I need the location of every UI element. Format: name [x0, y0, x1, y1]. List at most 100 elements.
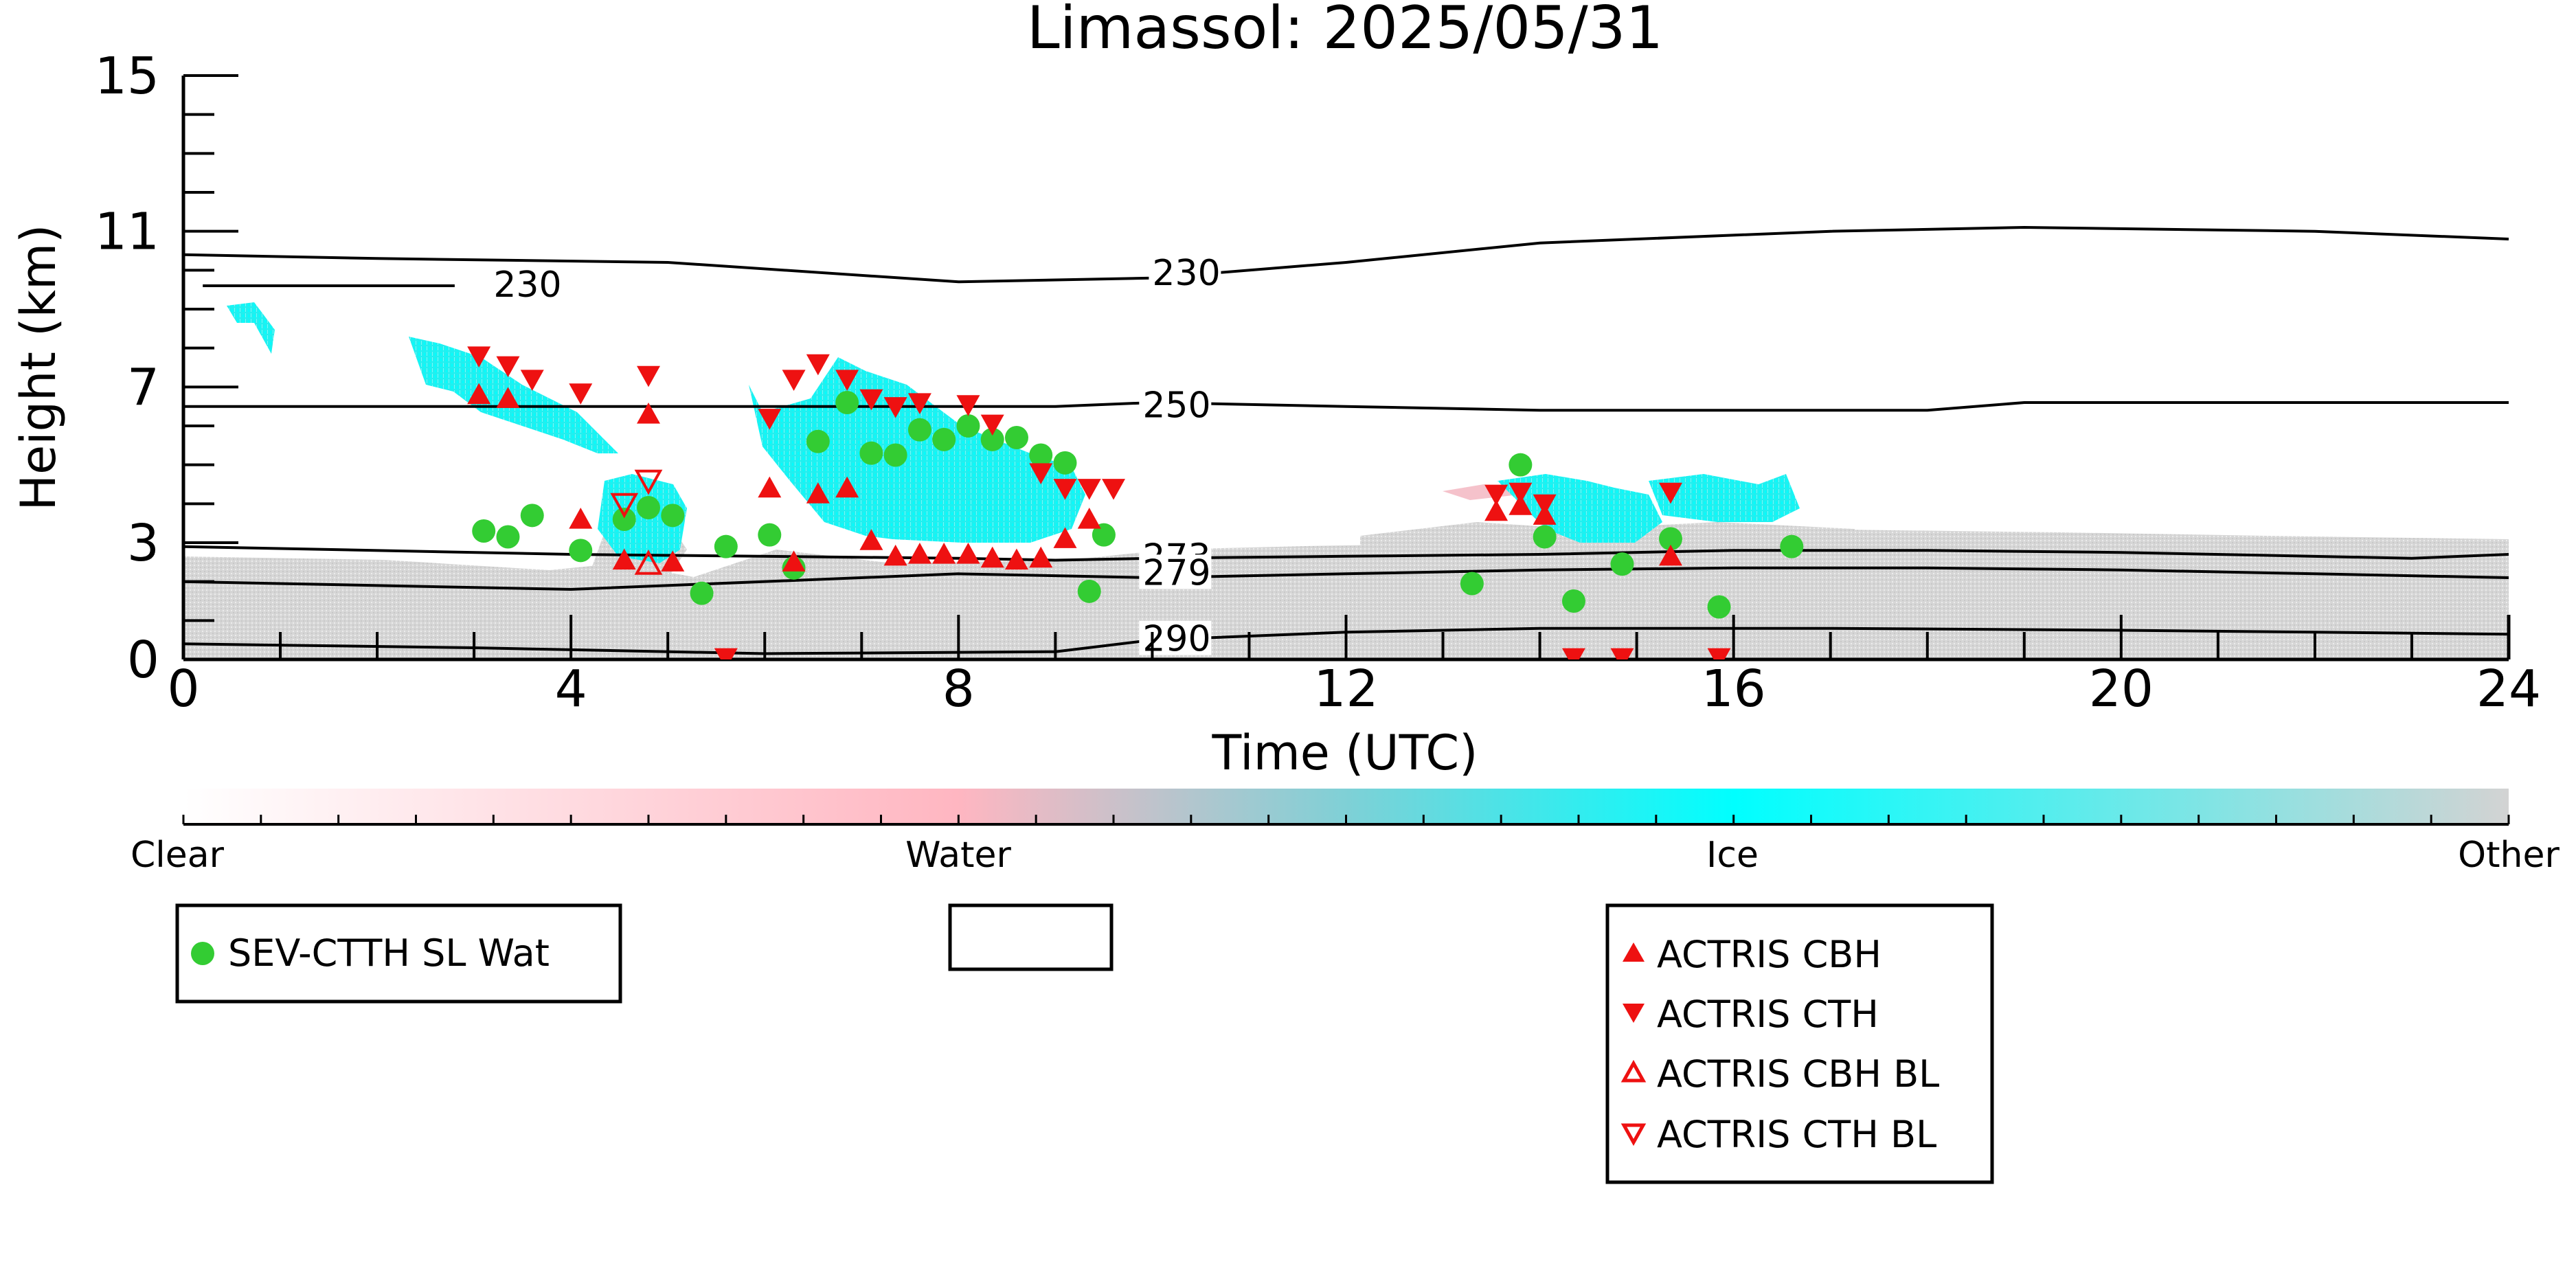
data-markers [467, 346, 1804, 659]
sev-ctth-point [1092, 523, 1116, 547]
x-tick-label: 0 [167, 659, 199, 719]
actris-cbh-point [1077, 508, 1101, 529]
contour-line [183, 566, 2509, 591]
colorbar-label-water: Water [905, 835, 1011, 876]
ice-cloud-a [409, 337, 618, 453]
sev-ctth-point [1780, 534, 1804, 558]
legend-actris-box [1605, 903, 1994, 1184]
contour-label-bg [1139, 387, 1212, 422]
actris-cth-point [956, 395, 980, 416]
sev-ctth-point [569, 539, 593, 563]
colorbar-ticks [182, 815, 2510, 824]
legend-empty-box [948, 903, 1114, 971]
contour-label: 290 [1142, 619, 1210, 660]
legend-satellite-box [175, 903, 622, 1004]
actris-cbh-point [883, 544, 907, 566]
actris-cbh-point [569, 508, 593, 529]
actris-cbh-point [467, 383, 491, 405]
legend-actris-cth-label: ACTRIS CTH [1657, 993, 1879, 1036]
actris-cbh-point [1484, 499, 1509, 521]
y-tick-label: 3 [127, 514, 159, 573]
chart-title: Limassol: 2025/05/31 [1027, 0, 1663, 63]
actris-cbh-point [1053, 527, 1077, 548]
x-tick-label: 16 [1702, 659, 1766, 719]
contour-label: 230 [493, 264, 561, 306]
colorbar-label-ice: Ice [1706, 835, 1759, 876]
actris-cbh-point [496, 387, 520, 408]
actris-cth-point [859, 389, 883, 411]
contour-label: 279 [1142, 552, 1210, 594]
actris-cth-point [1029, 463, 1053, 484]
sev-ctth-point [612, 508, 636, 531]
actris-cbh-point [1509, 494, 1533, 515]
sev-ctth-point [1460, 572, 1484, 596]
y-tick-label: 11 [95, 203, 159, 262]
legend-actris-cth-bl-marker [1620, 1123, 1647, 1146]
sev-ctth-point [496, 525, 520, 549]
actris-cth-point [1509, 482, 1533, 504]
sev-ctth-point [661, 504, 685, 528]
actris-cbh-point [1029, 546, 1053, 568]
ice-cloud-b [598, 474, 687, 563]
x-tick-label: 24 [2476, 659, 2541, 719]
contour-label-bg [1139, 554, 1212, 589]
sev-ctth-point [714, 534, 738, 558]
y-axis-ticks: 0 3 7 11 15 [95, 47, 238, 690]
actris-cth-point [782, 370, 806, 391]
sev-ctth-point [1610, 552, 1634, 576]
legend-actris-cbh-marker [1623, 942, 1645, 962]
sev-ctth-point [1658, 527, 1682, 551]
actris-cth-point [1077, 479, 1101, 500]
contour-label-bg [490, 267, 563, 301]
sev-ctth-point [1509, 453, 1533, 477]
sev-ctth-point [637, 496, 660, 519]
legend-actris-cth-marker [1623, 1004, 1645, 1023]
actris-cbh-point [907, 543, 931, 564]
cloud-phase-field [183, 302, 2509, 659]
actris-cbh-point [1658, 544, 1682, 566]
actris-cbh-point [859, 529, 883, 550]
sev-ctth-point [1004, 426, 1028, 449]
actris-cbh-point [612, 548, 636, 570]
contour-label: 230 [1152, 253, 1220, 294]
contour-label-bg [1149, 255, 1221, 289]
water-phase-patch [1443, 484, 1532, 500]
legend-actris-cbh-bl-marker [1620, 1059, 1647, 1083]
legend-satellite: SEV-CTTH SL Wat [175, 903, 622, 1004]
actris-cth-point [883, 397, 907, 418]
y-tick-label: 15 [95, 47, 159, 106]
x-axis-ticks: 0 4 8 12 16 20 24 [167, 615, 2541, 719]
sev-ctth-point [1707, 595, 1731, 619]
actris-cth-point [1658, 482, 1682, 504]
actris-cth-point [496, 356, 520, 378]
actris-cth-bl-point [634, 469, 663, 495]
sev-ctth-point [956, 414, 980, 438]
ice-cloud-e [1649, 474, 1800, 522]
legend-actris-cbh-label: ACTRIS CBH [1657, 933, 1882, 976]
contour-line [183, 400, 2509, 412]
contour-line [183, 225, 2509, 284]
actris-cth-point [1610, 648, 1634, 659]
actris-cth-point [1707, 648, 1731, 659]
actris-cth-point [714, 648, 738, 659]
y-axis-label: Height (km) [10, 225, 67, 511]
sev-ctth-point [1561, 589, 1585, 613]
ice-cloud-early [227, 302, 275, 354]
sev-ctth-point [907, 418, 931, 442]
sev-ctth-point [472, 519, 496, 543]
actris-cth-point [1053, 479, 1077, 500]
y-tick-label: 7 [127, 358, 159, 417]
sev-ctth-point [1029, 443, 1053, 467]
actris-cth-bl-point [610, 493, 639, 519]
actris-cbh-point [637, 403, 660, 424]
actris-cth-point [1533, 494, 1557, 516]
x-tick-label: 20 [2089, 659, 2154, 719]
actris-cth-point [835, 370, 859, 391]
ice-cloud-c [749, 357, 1085, 543]
sev-ctth-point [1077, 579, 1101, 603]
sev-ctth-point [806, 429, 830, 453]
actris-cbh-bl-point [634, 550, 663, 575]
contour-label: 250 [1142, 385, 1210, 427]
actris-cth-point [1561, 648, 1585, 659]
